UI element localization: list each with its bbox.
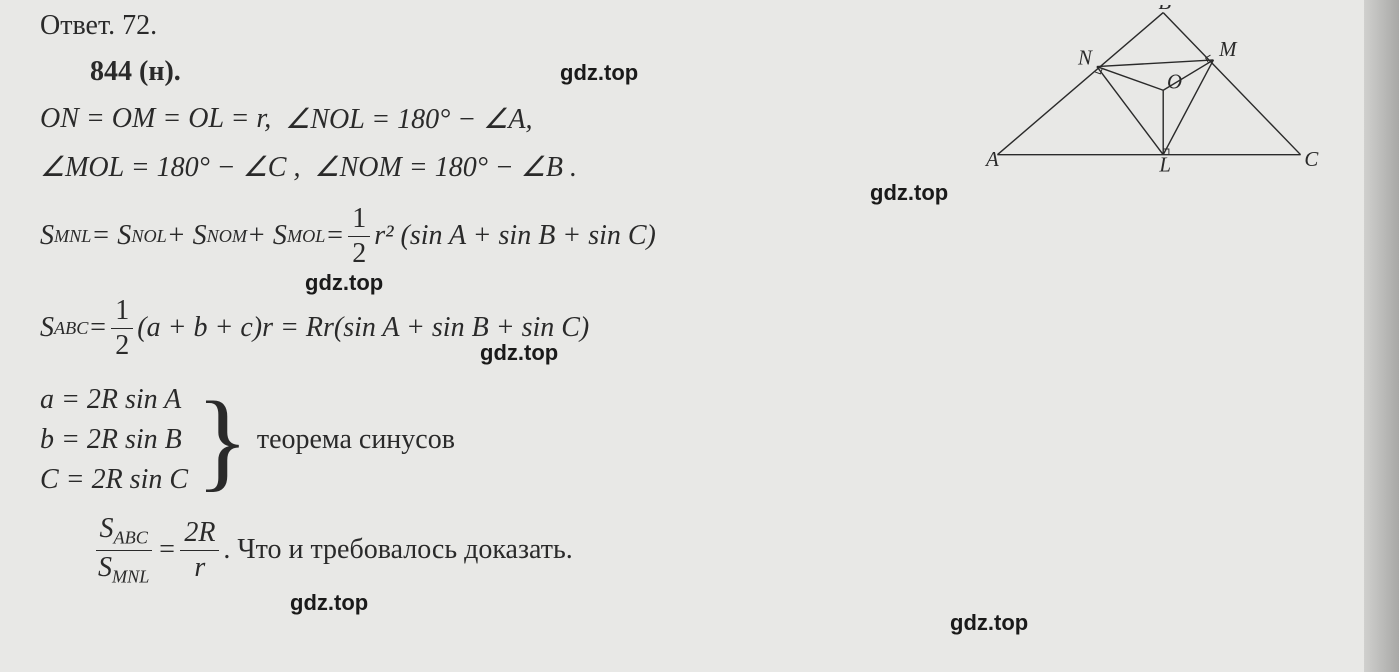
watermark-4: gdz.top: [290, 590, 368, 616]
watermark-2: gdz.top: [305, 270, 383, 296]
brace-icon: }: [196, 396, 249, 484]
eq4-sub1: ABC: [54, 318, 88, 339]
triangle-diagram: A B C N M O L: [979, 5, 1319, 185]
eq3-eq2: + S: [167, 220, 207, 252]
eq4-fraction: 1 2: [111, 294, 133, 362]
final-f2-num: 2R: [180, 516, 219, 551]
sines-a: a = 2R sin A: [40, 384, 188, 416]
eq4-eq1: =: [88, 312, 107, 344]
final-f1-num-sub: ABC: [114, 528, 148, 548]
eq3-eq3: + S: [247, 220, 287, 252]
svg-text:M: M: [1218, 37, 1238, 61]
eq3-fraction: 1 2: [348, 202, 370, 270]
eq2-part-b: ∠NOM = 180° − ∠B .: [314, 150, 577, 184]
final-text: . Что и требовалось доказать.: [223, 534, 572, 566]
svg-text:O: O: [1167, 69, 1182, 93]
eq3-frac-num: 1: [348, 202, 370, 237]
eq3-rhs: r² (sin A + sin B + sin C): [374, 220, 656, 252]
page-right-shadow: [1364, 0, 1399, 672]
svg-text:A: A: [984, 147, 999, 171]
equation-line-4: SABC = 1 2 (a + b + c)r = Rr(sin A + sin…: [40, 294, 1359, 362]
watermark-5: gdz.top: [950, 610, 1028, 636]
problem-number: 844 (н).: [90, 56, 181, 88]
eq3-sub2: NOL: [131, 226, 166, 247]
final-f1-num: SABC: [96, 512, 152, 550]
final-f1-den: SMNL: [94, 551, 153, 588]
svg-text:L: L: [1158, 153, 1171, 177]
final-f1-den-sub: MNL: [112, 566, 149, 586]
watermark-0: gdz.top: [560, 60, 638, 86]
svg-text:C: C: [1304, 147, 1319, 171]
eq3-sub1: MNL: [54, 226, 91, 247]
watermark-1: gdz.top: [870, 180, 948, 206]
eq4-frac-num: 1: [111, 294, 133, 329]
final-eq: =: [157, 534, 176, 566]
eq4-frac-den: 2: [111, 329, 133, 363]
sines-b: b = 2R sin B: [40, 424, 188, 456]
watermark-3: gdz.top: [480, 340, 558, 366]
sines-equations: a = 2R sin A b = 2R sin B C = 2R sin C: [40, 384, 188, 496]
final-fraction-2: 2R r: [180, 516, 219, 584]
final-f1-num-s: S: [100, 513, 114, 544]
eq3-s1: S: [40, 220, 54, 252]
final-f2-den: r: [190, 551, 209, 585]
eq2-part-a: ∠MOL = 180° − ∠C ,: [40, 150, 300, 184]
eq1-part-b: ∠NOL = 180° − ∠A,: [285, 102, 532, 136]
equation-line-3: SMNL = SNOL + SNOM + SMOL = 1 2 r² (sin …: [40, 202, 1359, 270]
eq3-frac-den: 2: [348, 237, 370, 271]
eq3-sub3: NOM: [207, 226, 247, 247]
eq3-sub4: MOL: [287, 226, 325, 247]
final-f1-den-s: S: [98, 552, 112, 583]
sines-c: C = 2R sin C: [40, 464, 188, 496]
sines-label: теорема синусов: [257, 424, 455, 456]
sines-theorem-group: a = 2R sin A b = 2R sin B C = 2R sin C }…: [40, 384, 1359, 496]
svg-text:B: B: [1158, 5, 1171, 14]
eq3-eq4: =: [325, 220, 344, 252]
final-fraction-1: SABC SMNL: [94, 512, 153, 588]
eq1-part-a: ON = OM = OL = r,: [40, 103, 271, 135]
eq4-s1: S: [40, 312, 54, 344]
svg-text:N: N: [1077, 46, 1093, 70]
eq3-eq1: = S: [91, 220, 131, 252]
answer-text: Ответ. 72.: [40, 10, 157, 42]
final-line: SABC SMNL = 2R r . Что и требовалось док…: [90, 512, 1359, 588]
